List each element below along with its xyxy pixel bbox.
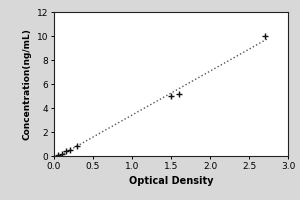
Y-axis label: Concentration(ng/mL): Concentration(ng/mL)	[22, 28, 32, 140]
X-axis label: Optical Density: Optical Density	[129, 176, 213, 186]
